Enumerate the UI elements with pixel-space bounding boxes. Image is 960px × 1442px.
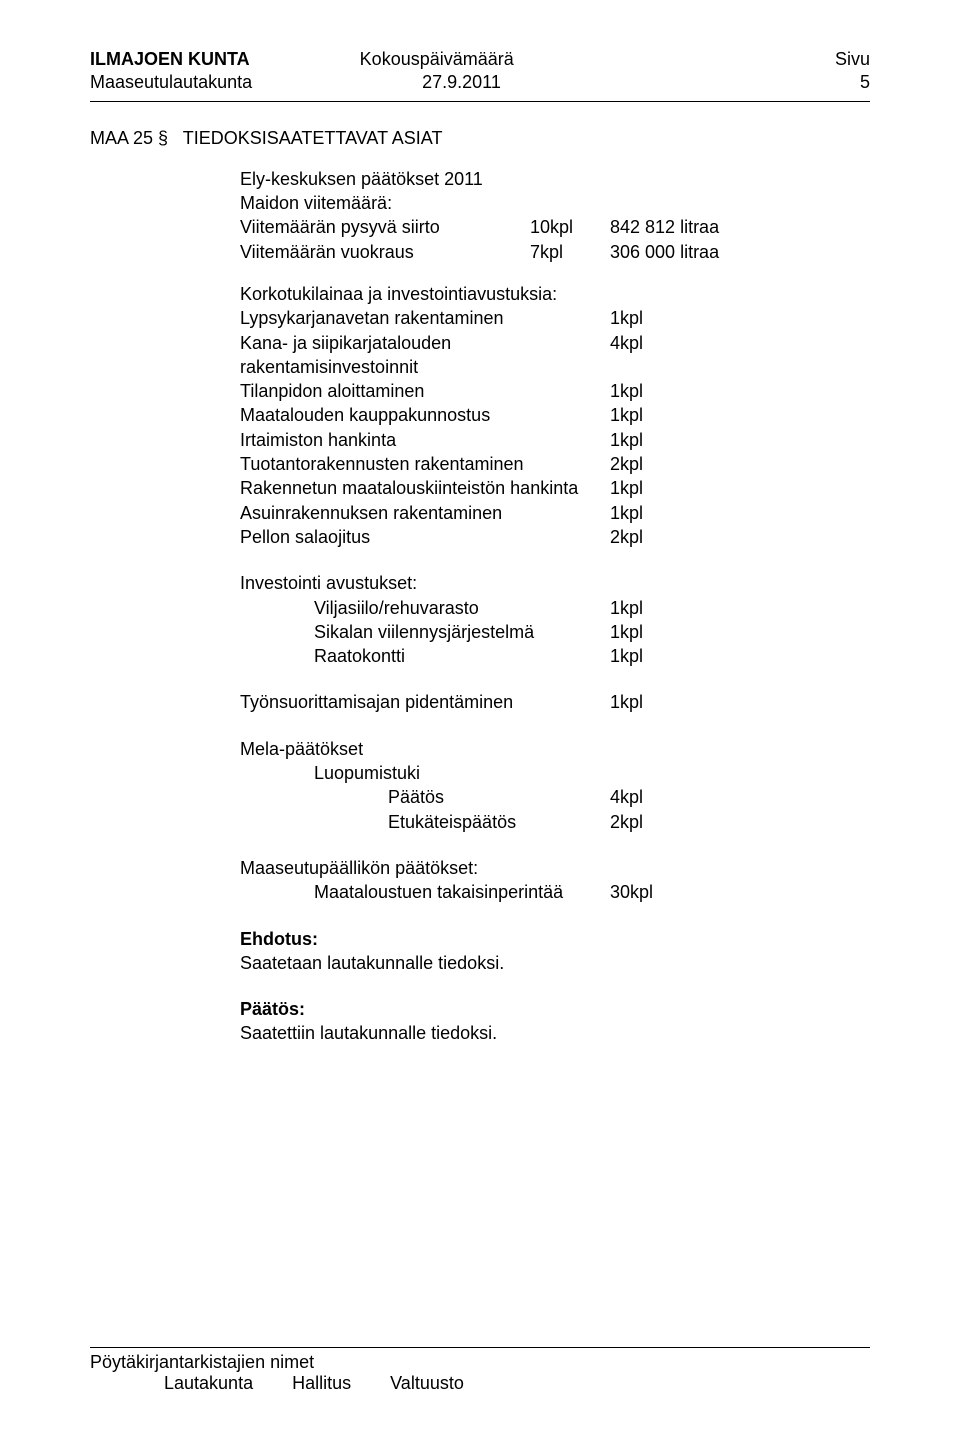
ely-label-0: Viitemäärän pysyvä siirto: [240, 215, 530, 239]
investointi-heading: Investointi avustukset:: [240, 571, 870, 595]
ely-row-1: Viitemäärän vuokraus 7kpl 306 000 litraa: [240, 240, 870, 264]
inv-row-0: Viljasiilo/rehuvarasto1kpl: [314, 596, 870, 620]
header-date: 27.9.2011: [252, 71, 800, 94]
inv-qty-1: 1kpl: [610, 620, 643, 644]
maidon-heading: Maidon viitemäärä:: [240, 191, 870, 215]
korko-row-1: Kana- ja siipikarjatalouden rakentamisin…: [240, 331, 870, 380]
korko-label-1: Kana- ja siipikarjatalouden rakentamisin…: [240, 331, 610, 380]
inv-row-2: Raatokontti1kpl: [314, 644, 870, 668]
paatos-text: Saatettiin lautakunnalle tiedoksi.: [240, 1021, 870, 1045]
korko-label-8: Pellon salaojitus: [240, 525, 610, 549]
inv-label-1: Sikalan viilennysjärjestelmä: [314, 620, 610, 644]
korko-qty-7: 1kpl: [610, 501, 690, 525]
footer: Pöytäkirjantarkistajien nimet Lautakunta…: [90, 1347, 870, 1394]
investointi-block: Investointi avustukset: Viljasiilo/rehuv…: [240, 571, 870, 668]
maaseutup-label: Maataloustuen takaisinperintää: [314, 880, 610, 904]
page: ILMAJOEN KUNTA Kokouspäivämäärä Sivu Maa…: [0, 0, 960, 1442]
korko-qty-0: 1kpl: [610, 306, 690, 330]
ely-qty-1: 7kpl: [530, 240, 610, 264]
tyonsuoritus-label: Työnsuorittamisajan pidentäminen: [240, 690, 610, 714]
korko-label-4: Irtaimiston hankinta: [240, 428, 610, 452]
paatos-block: Päätös: Saatettiin lautakunnalle tiedoks…: [240, 997, 870, 1046]
ely-amount-1: 306 000 litraa: [610, 240, 780, 264]
header-org: ILMAJOEN KUNTA: [90, 48, 250, 71]
tyonsuoritus-qty: 1kpl: [610, 690, 690, 714]
korko-qty-8: 2kpl: [610, 525, 690, 549]
footer-hallitus: Hallitus: [292, 1373, 351, 1393]
korko-label-3: Maatalouden kauppakunnostus: [240, 403, 610, 427]
inv-label-2: Raatokontti: [314, 644, 610, 668]
ely-row-0: Viitemäärän pysyvä siirto 10kpl 842 812 …: [240, 215, 870, 239]
content: Ely-keskuksen päätökset 2011 Maidon viit…: [90, 167, 870, 1046]
korko-qty-1: 4kpl: [610, 331, 690, 380]
mela-qty-0: 4kpl: [610, 785, 690, 809]
ehdotus-text: Saatetaan lautakunnalle tiedoksi.: [240, 951, 870, 975]
ehdotus-title: Ehdotus:: [240, 927, 870, 951]
header-row-2: Maaseutulautakunta 27.9.2011 5: [90, 71, 870, 94]
ely-amount-0: 842 812 litraa: [610, 215, 780, 239]
korko-heading: Korkotukilainaa ja investointiavustuksia…: [240, 282, 870, 306]
footer-line2: Lautakunta Hallitus Valtuusto: [90, 1373, 870, 1394]
korko-qty-4: 1kpl: [610, 428, 690, 452]
mela-heading: Mela-päätökset: [240, 737, 870, 761]
mela-label-0: Päätös: [388, 785, 610, 809]
header-row-1: ILMAJOEN KUNTA Kokouspäivämäärä Sivu: [90, 48, 870, 71]
header-col3-title: Sivu: [800, 48, 870, 71]
agenda-item: MAA 25 § TIEDOKSISAATETTAVAT ASIAT: [90, 128, 870, 149]
header-col2-title: Kokouspäivämäärä: [250, 48, 800, 71]
korko-row-4: Irtaimiston hankinta1kpl: [240, 428, 870, 452]
inv-qty-0: 1kpl: [610, 596, 643, 620]
korko-row-6: Rakennetun maatalouskiinteistön hankinta…: [240, 476, 870, 500]
ely-label-1: Viitemäärän vuokraus: [240, 240, 530, 264]
ehdotus-block: Ehdotus: Saatetaan lautakunnalle tiedoks…: [240, 927, 870, 976]
mela-row-0: Päätös4kpl: [388, 785, 870, 809]
investointi-rows: Viljasiilo/rehuvarasto1kpl Sikalan viile…: [240, 596, 870, 669]
mela-label-1: Etukäteispäätös: [388, 810, 610, 834]
korko-qty-6: 1kpl: [610, 476, 690, 500]
agenda-title: TIEDOKSISAATETTAVAT ASIAT: [183, 128, 443, 148]
mela-rows: Päätös4kpl Etukäteispäätös2kpl: [240, 785, 870, 834]
mela-sub: Luopumistuki: [240, 761, 870, 785]
korko-label-7: Asuinrakennuksen rakentaminen: [240, 501, 610, 525]
maaseutup-heading: Maaseutupäällikön päätökset:: [240, 856, 870, 880]
maaseutup-block: Maaseutupäällikön päätökset: Maataloustu…: [240, 856, 870, 905]
footer-rule: [90, 1347, 870, 1348]
agenda-ref: MAA 25 §: [90, 128, 168, 148]
inv-qty-2: 1kpl: [610, 644, 643, 668]
korko-label-2: Tilanpidon aloittaminen: [240, 379, 610, 403]
ely-qty-0: 10kpl: [530, 215, 610, 239]
mela-row-1: Etukäteispäätös2kpl: [388, 810, 870, 834]
footer-lautakunta: Lautakunta: [164, 1373, 253, 1393]
header-page: 5: [800, 71, 870, 94]
korko-qty-3: 1kpl: [610, 403, 690, 427]
korko-qty-5: 2kpl: [610, 452, 690, 476]
maaseutup-row: Maataloustuen takaisinperintää 30kpl: [240, 880, 870, 904]
paatos-title: Päätös:: [240, 997, 870, 1021]
korko-row-2: Tilanpidon aloittaminen1kpl: [240, 379, 870, 403]
korko-qty-2: 1kpl: [610, 379, 690, 403]
korko-row-8: Pellon salaojitus2kpl: [240, 525, 870, 549]
korko-label-6: Rakennetun maatalouskiinteistön hankinta: [240, 476, 610, 500]
ely-heading: Ely-keskuksen päätökset 2011: [240, 167, 870, 191]
header-committee: Maaseutulautakunta: [90, 71, 252, 94]
footer-valtuusto: Valtuusto: [390, 1373, 464, 1393]
footer-line1: Pöytäkirjantarkistajien nimet: [90, 1352, 870, 1373]
inv-row-1: Sikalan viilennysjärjestelmä1kpl: [314, 620, 870, 644]
korko-row-7: Asuinrakennuksen rakentaminen1kpl: [240, 501, 870, 525]
korko-label-5: Tuotantorakennusten rakentaminen: [240, 452, 610, 476]
mela-block: Mela-päätökset Luopumistuki Päätös4kpl E…: [240, 737, 870, 834]
tyonsuoritus-row: Työnsuorittamisajan pidentäminen 1kpl: [240, 690, 870, 714]
korko-row-3: Maatalouden kauppakunnostus1kpl: [240, 403, 870, 427]
inv-label-0: Viljasiilo/rehuvarasto: [314, 596, 610, 620]
header-rule: [90, 101, 870, 102]
korko-row-0: Lypsykarjanavetan rakentaminen1kpl: [240, 306, 870, 330]
korko-row-5: Tuotantorakennusten rakentaminen2kpl: [240, 452, 870, 476]
mela-qty-1: 2kpl: [610, 810, 690, 834]
maaseutup-qty: 30kpl: [610, 880, 653, 904]
korko-label-0: Lypsykarjanavetan rakentaminen: [240, 306, 610, 330]
